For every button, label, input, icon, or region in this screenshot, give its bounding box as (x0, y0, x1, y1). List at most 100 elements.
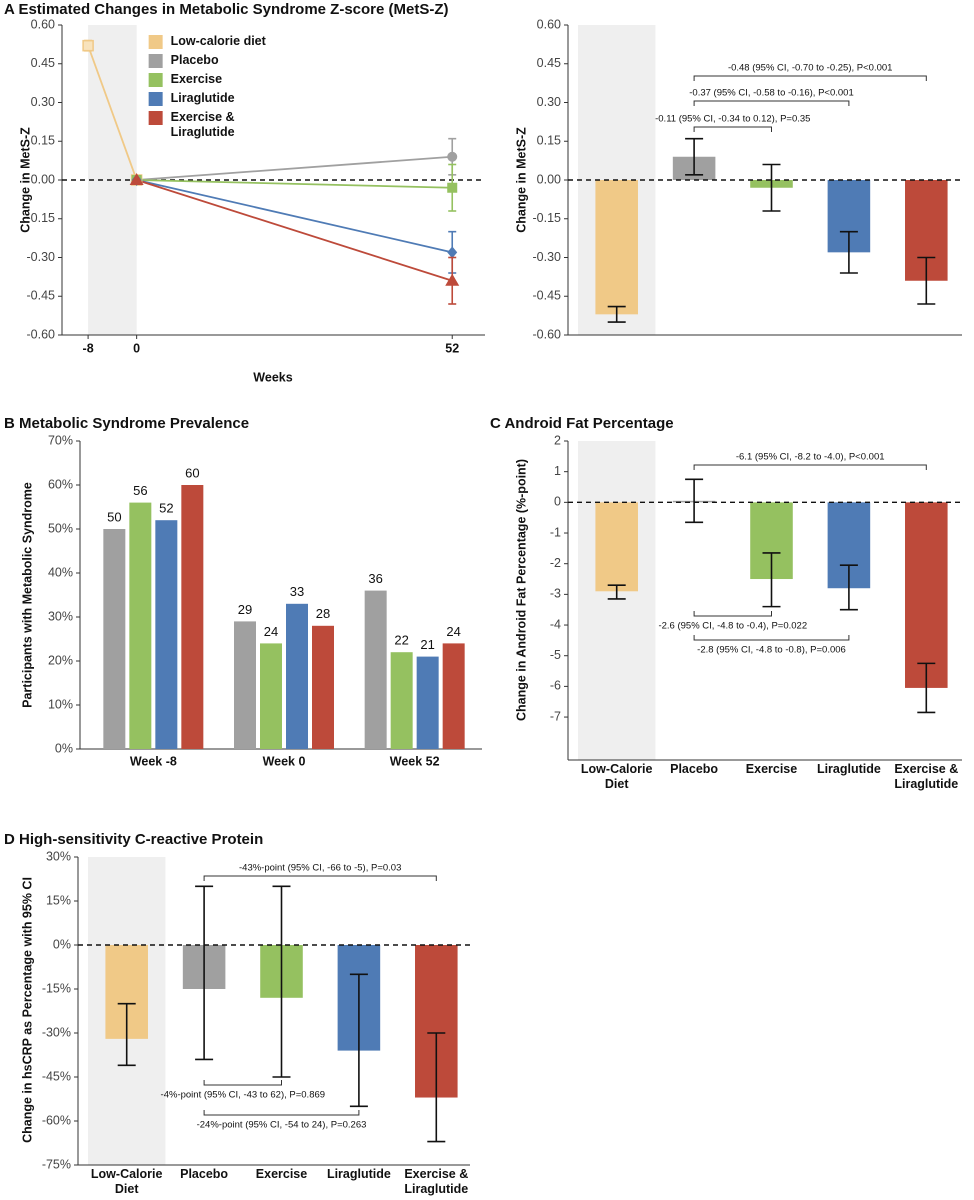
y-tick-label: 60% (48, 477, 73, 491)
value-label: 50 (107, 509, 121, 524)
error-bar (762, 552, 781, 608)
y-axis-label: Change in MetS-Z (514, 127, 528, 233)
value-label: 24 (264, 624, 278, 639)
x-tick-label: Exercise (745, 762, 798, 776)
annotation: -24%-point (95% CI, -54 to 24), P=0.263 (197, 1120, 367, 1131)
x-tick-label: Exercise (255, 1167, 308, 1181)
y-axis-label: Change in Android Fat Percentage (%-poin… (514, 459, 528, 721)
panel-title: D High-sensitivity C-reactive Protein (4, 831, 263, 848)
error-bar (607, 305, 626, 323)
bracket (203, 875, 437, 881)
error-bar (272, 885, 291, 1078)
bar (442, 643, 465, 749)
x-tick-label-box: Placebo (180, 1167, 229, 1181)
y-tick-label: 30% (46, 849, 71, 863)
value-label: 24 (446, 624, 460, 639)
bar (905, 502, 948, 688)
y-axis-label: Change in MetS-Z (18, 127, 32, 233)
legend-swatch (148, 54, 163, 68)
error-bar (195, 885, 214, 1061)
y-tick-label: 20% (48, 653, 73, 667)
bar (286, 603, 308, 749)
y-tick-label: -45% (42, 1069, 71, 1083)
y-tick-label: 0.60 (31, 17, 55, 31)
x-tick-label: Placebo (670, 762, 719, 776)
x-tick-label: Liraglutide (816, 762, 881, 776)
series-line (136, 179, 453, 254)
y-tick-label: 50% (48, 521, 73, 535)
legend-label: Exercise & Liraglutide (170, 110, 235, 139)
x-axis-label: Weeks (253, 370, 292, 384)
legend-label-box: Liraglutide (171, 91, 235, 105)
annotation: -0.48 (95% CI, -0.70 to -0.25), P<0.001 (728, 63, 893, 74)
value-label: 29 (238, 602, 252, 617)
y-tick-label: -1 (550, 525, 561, 539)
y-tick-label: 0% (55, 741, 73, 755)
x-tick-label-box: Exercise (255, 1167, 308, 1181)
bar (312, 625, 334, 749)
y-tick-label: 0.30 (31, 95, 55, 109)
point (447, 182, 458, 193)
y-tick-label: -60% (42, 1113, 71, 1127)
annotation: -6.1 (95% CI, -8.2 to -4.0), P<0.001 (736, 452, 885, 463)
y-tick-label: 0.30 (537, 95, 561, 109)
value-label: 52 (159, 501, 173, 516)
x-tick-label: -8 (83, 341, 94, 355)
y-tick-label: 0.15 (31, 134, 55, 148)
point (445, 273, 460, 286)
annotation: -2.8 (95% CI, -4.8 to -0.8), P=0.006 (697, 645, 846, 656)
x-tick-label: 52 (445, 341, 459, 355)
legend-label: Placebo (170, 53, 219, 67)
bar (260, 643, 282, 749)
x-tick-label: Placebo (180, 1167, 229, 1181)
x-tick-label-box: Low-Calorie Diet (581, 762, 653, 791)
bar (595, 180, 638, 315)
error-bar (839, 230, 858, 274)
x-tick-label-box: Placebo (670, 762, 719, 776)
x-tick-label: Week 52 (390, 754, 440, 768)
series-line (136, 179, 453, 282)
y-tick-label: -5 (550, 648, 561, 662)
annotation: -43%-point (95% CI, -66 to -5), P=0.03 (239, 863, 401, 874)
bar (103, 529, 126, 749)
x-tick-label: Exercise & Liraglutide (404, 1167, 469, 1196)
value-label: 33 (290, 584, 304, 599)
bar (155, 520, 178, 749)
value-label: 22 (394, 633, 408, 648)
x-tick-label-box: Liraglutide (326, 1167, 391, 1181)
error-bar (349, 973, 368, 1108)
y-tick-label: -7 (550, 709, 561, 723)
panel-title: A Estimated Changes in Metabolic Syndrom… (4, 1, 449, 18)
value-label: 21 (420, 637, 434, 652)
x-tick-label: Exercise & Liraglutide (894, 762, 959, 791)
panel-title: B Metabolic Syndrome Prevalence (4, 415, 249, 432)
bracket (693, 611, 772, 617)
bracket (693, 464, 927, 470)
y-tick-label: -0.60 (27, 327, 56, 341)
bar (364, 590, 387, 749)
bar (416, 656, 439, 749)
legend-label: Low-calorie diet (170, 34, 266, 48)
panel-title: C Android Fat Percentage (490, 415, 674, 432)
legend-swatch (148, 92, 163, 106)
legend-label-box: Low-calorie diet (170, 34, 266, 48)
legend-label-box: Placebo (170, 53, 219, 67)
legend-swatch (148, 35, 163, 49)
y-tick-label: 2 (554, 433, 561, 447)
legend-label: Exercise (170, 72, 223, 86)
x-tick-label-box: Low-Calorie Diet (91, 1167, 163, 1196)
y-tick-label: 0.00 (537, 172, 561, 186)
error-bar (917, 256, 936, 305)
legend-label-box: Exercise & Liraglutide (170, 110, 235, 139)
x-tick-label-box: Exercise & Liraglutide (894, 762, 959, 791)
x-tick-label: Week -8 (130, 754, 177, 768)
bracket (203, 1080, 282, 1086)
value-label: 60 (185, 465, 199, 480)
bar (181, 485, 204, 749)
y-tick-label: 0.15 (537, 134, 561, 148)
y-tick-label: -75% (42, 1157, 71, 1171)
x-tick-label: Liraglutide (326, 1167, 391, 1181)
y-tick-label: -6 (550, 679, 561, 693)
y-tick-label: 10% (48, 697, 73, 711)
y-tick-label: 30% (48, 609, 73, 623)
